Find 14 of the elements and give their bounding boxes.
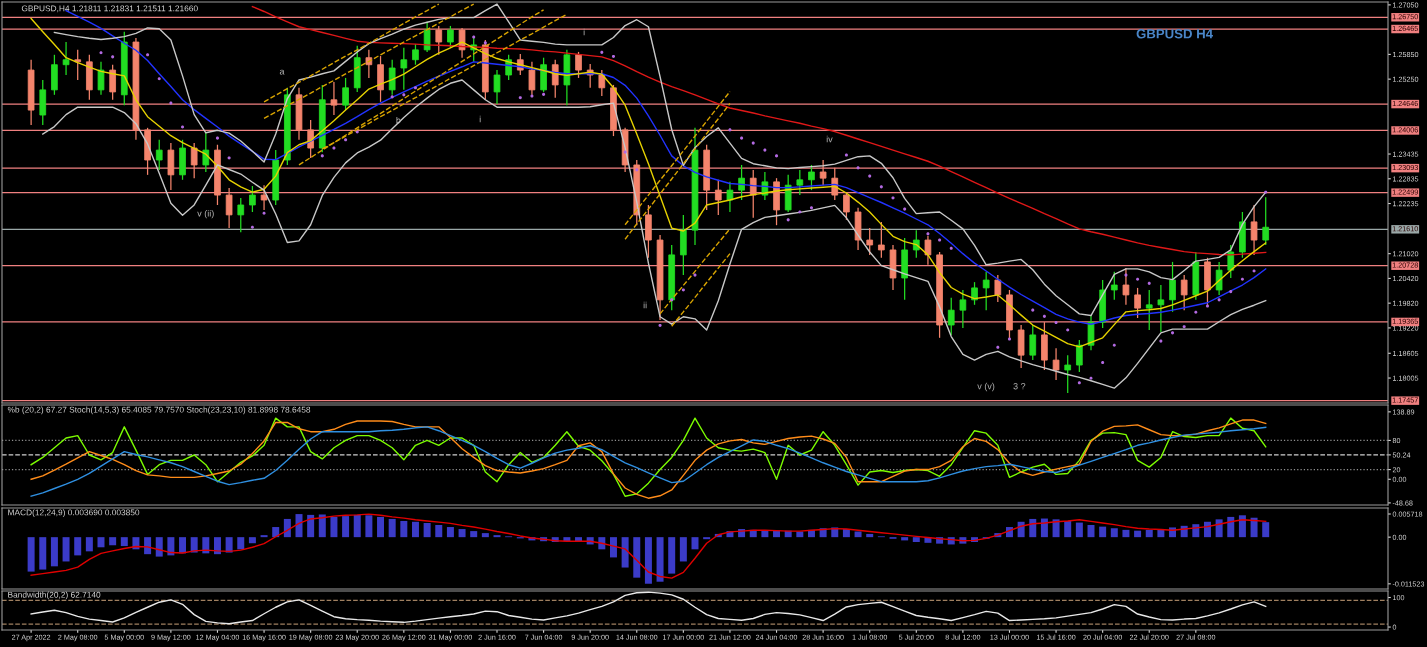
annotation: b bbox=[396, 116, 401, 124]
annotation: v (ii) bbox=[197, 209, 214, 219]
annotation: a bbox=[279, 69, 285, 75]
annotation: ii bbox=[643, 301, 647, 309]
annotation: 3 ? bbox=[1013, 382, 1026, 390]
chart-title: MACD(12,24,9) 0.003690 0.003850 bbox=[8, 509, 140, 517]
chart-title: Bandwidth(20,2) 62.7140 bbox=[8, 591, 101, 600]
annotation: iv bbox=[826, 135, 833, 143]
annotation: i bbox=[479, 115, 481, 123]
chart-title: GBPUSD,H4 1.21811 1.21831 1.21511 1.21660 bbox=[21, 5, 198, 13]
text: GBPUSD H4 bbox=[1136, 29, 1213, 39]
annotation: v (v) bbox=[977, 382, 995, 392]
chart-title: %b (20,2) 67.27 Stoch(14,5,3) 65.4085 79.7570 Stoch(23,23,10) 81.8998 78.6458 bbox=[7, 406, 311, 415]
annotation: i bbox=[583, 28, 585, 36]
